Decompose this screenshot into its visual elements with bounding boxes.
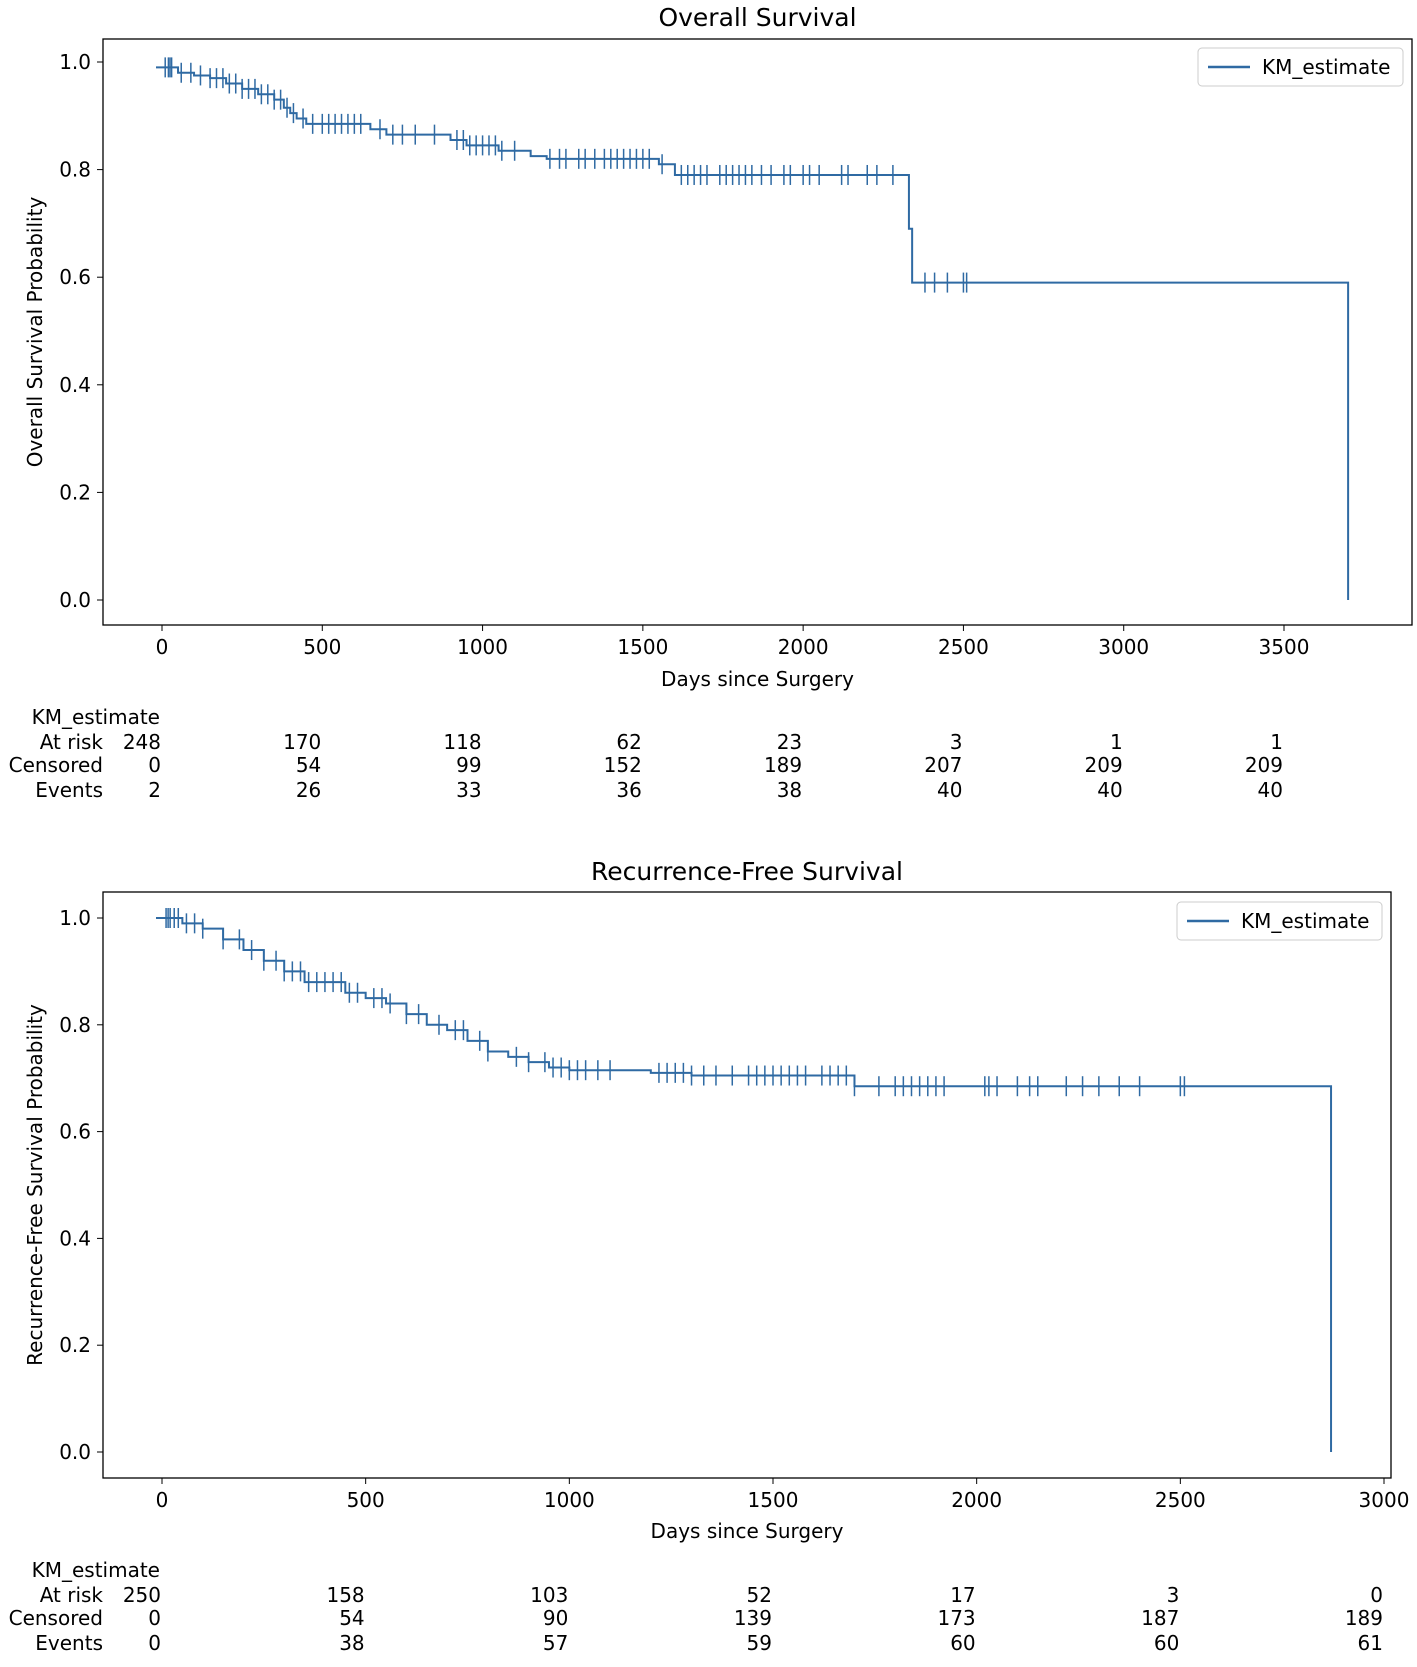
table-cell: 40 — [1097, 778, 1122, 802]
table-title: KM_estimate — [32, 1558, 160, 1582]
table-cell: 61 — [1358, 1631, 1383, 1655]
table-row-label: At risk — [40, 1583, 104, 1607]
table-cell: 40 — [937, 778, 962, 802]
table-row-label: Events — [35, 778, 103, 802]
table-cell: 40 — [1258, 778, 1283, 802]
table-cell: 26 — [296, 778, 321, 802]
table-cell: 103 — [530, 1583, 568, 1607]
table-cell: 0 — [1370, 1583, 1383, 1607]
table-cell: 33 — [456, 778, 481, 802]
table-cell: 0 — [148, 1631, 161, 1655]
chart-title: Overall Survival — [658, 3, 856, 32]
x-axis-label: Days since Surgery — [651, 1519, 844, 1543]
table-cell: 189 — [1345, 1606, 1383, 1630]
x-tick-label: 0 — [156, 635, 169, 659]
table-cell: 54 — [339, 1606, 364, 1630]
table-cell: 3 — [950, 730, 963, 754]
y-tick-label: 1.0 — [59, 50, 91, 74]
legend-box — [1197, 47, 1404, 87]
x-tick-label: 3000 — [1098, 635, 1149, 659]
x-tick-label: 1500 — [748, 1488, 799, 1512]
x-tick-label: 1500 — [617, 635, 668, 659]
y-tick-label: 0.8 — [59, 158, 91, 182]
y-tick-label: 0.8 — [59, 1013, 91, 1037]
table-cell: 2 — [148, 778, 161, 802]
plot-frame — [102, 38, 1413, 626]
table-cell: 3 — [1167, 1583, 1180, 1607]
y-tick-label: 0.0 — [59, 588, 91, 612]
table-cell: 207 — [924, 753, 962, 777]
table-cell: 173 — [937, 1606, 975, 1630]
table-cell: 36 — [616, 778, 641, 802]
table-cell: 187 — [1141, 1606, 1179, 1630]
table-cell: 59 — [747, 1631, 772, 1655]
x-tick-label: 3500 — [1259, 635, 1310, 659]
x-tick-label: 500 — [303, 635, 341, 659]
km-curve — [156, 66, 1350, 600]
x-tick-label: 1000 — [457, 635, 508, 659]
table-cell: 250 — [123, 1583, 161, 1607]
y-tick-label: 0.2 — [59, 480, 91, 504]
y-tick-label: 0.2 — [59, 1333, 91, 1357]
y-axis-label: Overall Survival Probability — [23, 197, 47, 468]
x-tick-label: 2000 — [951, 1488, 1002, 1512]
table-cell: 158 — [326, 1583, 364, 1607]
chart-title: Recurrence-Free Survival — [591, 857, 903, 886]
table-cell: 99 — [456, 753, 481, 777]
table-cell: 152 — [604, 753, 642, 777]
table-cell: 1 — [1110, 730, 1123, 754]
table-cell: 170 — [283, 730, 321, 754]
table-cell: 0 — [148, 1606, 161, 1630]
x-tick-label: 1000 — [544, 1488, 595, 1512]
table-cell: 38 — [339, 1631, 364, 1655]
table-cell: 139 — [734, 1606, 772, 1630]
x-tick-label: 3000 — [1359, 1488, 1410, 1512]
legend-label: KM_estimate — [1241, 909, 1369, 933]
y-tick-label: 0.6 — [59, 265, 91, 289]
km-curve — [156, 917, 1333, 1452]
table-cell: 189 — [764, 753, 802, 777]
table-row-label: Events — [35, 1631, 103, 1655]
legend-label: KM_estimate — [1262, 55, 1390, 79]
table-cell: 1 — [1270, 730, 1283, 754]
table-cell: 90 — [543, 1606, 568, 1630]
table-cell: 38 — [777, 778, 802, 802]
table-cell: 0 — [148, 753, 161, 777]
x-tick-label: 2500 — [938, 635, 989, 659]
table-cell: 54 — [296, 753, 321, 777]
os-chart: Overall Survival 0 500 1000 1500 2000 2500 3000… — [9, 3, 1413, 802]
table-row-label: Censored — [9, 1606, 103, 1630]
table-cell: 60 — [1154, 1631, 1179, 1655]
y-tick-label: 1.0 — [59, 906, 91, 930]
y-axis-label: Recurrence-Free Survival Probability — [23, 1004, 47, 1366]
plot-frame — [102, 891, 1392, 1479]
y-tick-label: 0.4 — [59, 1226, 91, 1250]
table-cell: 209 — [1245, 753, 1283, 777]
rfs-chart: Recurrence-Free Survival 0 500 1000 1500 2000… — [9, 857, 1410, 1655]
table-cell: 209 — [1085, 753, 1123, 777]
table-cell: 17 — [950, 1583, 975, 1607]
table-row-label: Censored — [9, 753, 103, 777]
x-tick-label: 2500 — [1155, 1488, 1206, 1512]
table-cell: 57 — [543, 1631, 568, 1655]
x-tick-label: 0 — [156, 1488, 169, 1512]
y-tick-label: 0.4 — [59, 373, 91, 397]
x-tick-label: 2000 — [778, 635, 829, 659]
table-cell: 248 — [123, 730, 161, 754]
y-tick-label: 0.6 — [59, 1120, 91, 1144]
table-cell: 52 — [747, 1583, 772, 1607]
table-cell: 23 — [777, 730, 802, 754]
x-axis-label: Days since Surgery — [661, 667, 854, 691]
table-title: KM_estimate — [32, 705, 160, 729]
x-tick-label: 500 — [347, 1488, 385, 1512]
table-cell: 60 — [950, 1631, 975, 1655]
y-tick-label: 0.0 — [59, 1440, 91, 1464]
table-cell: 62 — [616, 730, 641, 754]
table-cell: 118 — [443, 730, 481, 754]
legend-box — [1176, 901, 1383, 941]
table-row-label: At risk — [40, 730, 104, 754]
